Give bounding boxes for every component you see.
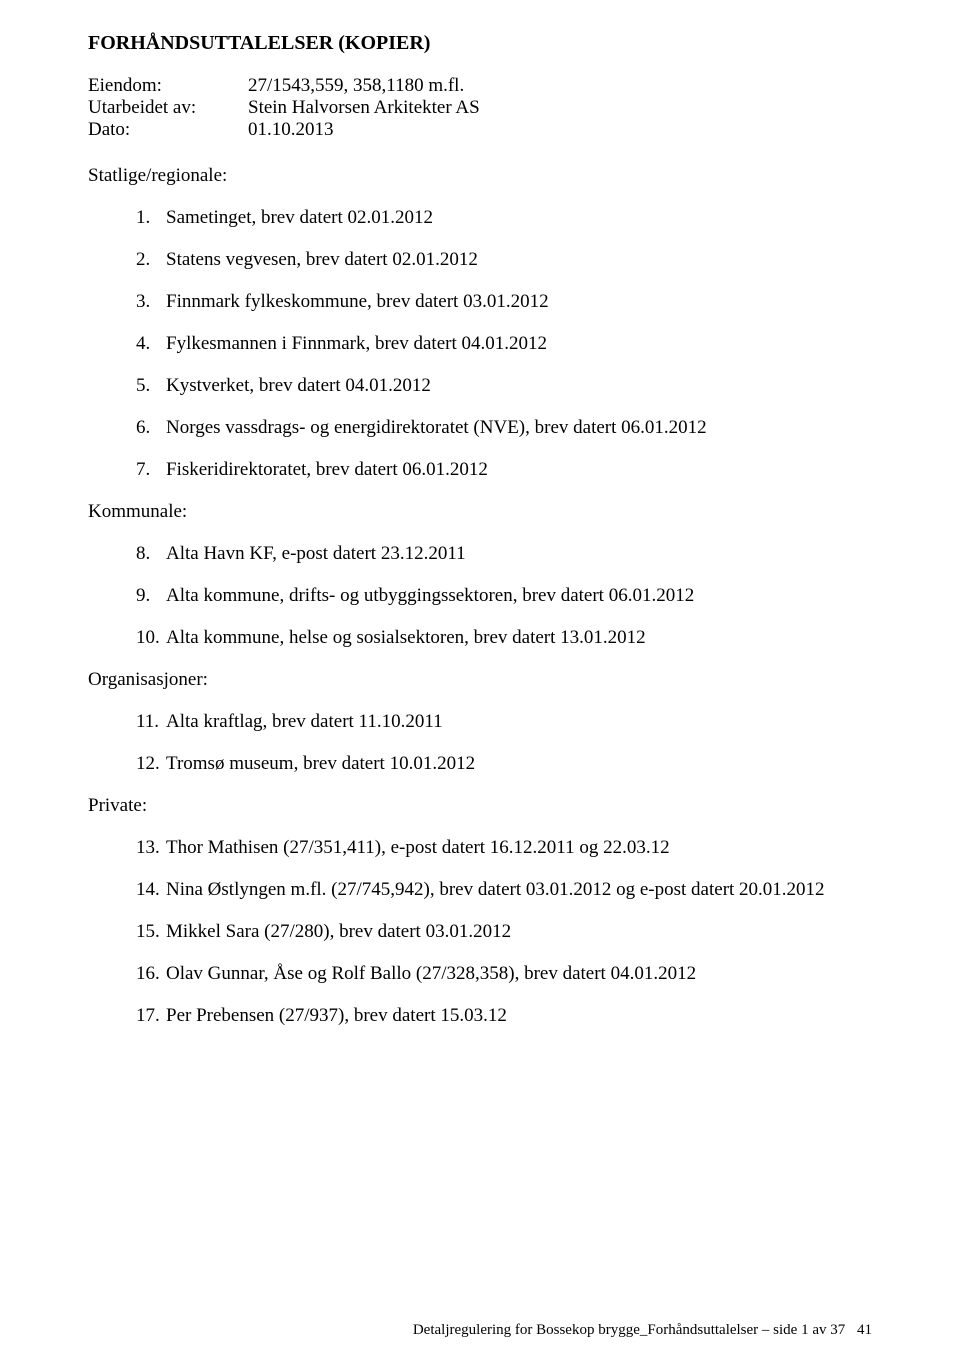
item-text: Mikkel Sara (27/280), brev datert 03.01.… xyxy=(166,921,872,943)
item-number: 16. xyxy=(136,963,166,985)
item-number: 14. xyxy=(136,879,166,901)
page-footer: Detaljregulering for Bossekop brygge_For… xyxy=(88,1322,872,1339)
meta-value: 01.10.2013 xyxy=(248,119,334,141)
section-heading-organisasjoner: Organisasjoner: xyxy=(88,669,872,691)
list-private: 13.Thor Mathisen (27/351,411), e-post da… xyxy=(88,837,872,1027)
item-number: 8. xyxy=(136,543,166,565)
item-text: Norges vassdrags- og energidirektoratet … xyxy=(166,417,872,439)
list-item: 16.Olav Gunnar, Åse og Rolf Ballo (27/32… xyxy=(136,963,872,985)
list-item: 13.Thor Mathisen (27/351,411), e-post da… xyxy=(136,837,872,859)
item-number: 11. xyxy=(136,711,166,733)
item-text: Per Prebensen (27/937), brev datert 15.0… xyxy=(166,1005,872,1027)
item-text: Nina Østlyngen m.fl. (27/745,942), brev … xyxy=(166,879,872,901)
list-item: 9.Alta kommune, drifts- og utbyggingssek… xyxy=(136,585,872,607)
list-item: 5.Kystverket, brev datert 04.01.2012 xyxy=(136,375,872,397)
item-text: Sametinget, brev datert 02.01.2012 xyxy=(166,207,872,229)
meta-label: Utarbeidet av: xyxy=(88,97,248,119)
item-text: Alta kommune, drifts- og utbyggingssekto… xyxy=(166,585,872,607)
meta-row-dato: Dato: 01.10.2013 xyxy=(88,119,872,141)
item-text: Alta Havn KF, e-post datert 23.12.2011 xyxy=(166,543,872,565)
item-number: 17. xyxy=(136,1005,166,1027)
list-kommunale: 8.Alta Havn KF, e-post datert 23.12.2011… xyxy=(88,543,872,649)
item-text: Alta kommune, helse og sosialsektoren, b… xyxy=(166,627,872,649)
list-item: 4.Fylkesmannen i Finnmark, brev datert 0… xyxy=(136,333,872,355)
item-text: Finnmark fylkeskommune, brev datert 03.0… xyxy=(166,291,872,313)
item-text: Tromsø museum, brev datert 10.01.2012 xyxy=(166,753,872,775)
item-text: Statens vegvesen, brev datert 02.01.2012 xyxy=(166,249,872,271)
meta-value: Stein Halvorsen Arkitekter AS xyxy=(248,97,480,119)
item-number: 13. xyxy=(136,837,166,859)
item-text: Kystverket, brev datert 04.01.2012 xyxy=(166,375,872,397)
list-item: 8.Alta Havn KF, e-post datert 23.12.2011 xyxy=(136,543,872,565)
footer-text: Detaljregulering for Bossekop brygge_For… xyxy=(413,1322,845,1338)
list-item: 2.Statens vegvesen, brev datert 02.01.20… xyxy=(136,249,872,271)
list-item: 1.Sametinget, brev datert 02.01.2012 xyxy=(136,207,872,229)
meta-row-utarbeidet: Utarbeidet av: Stein Halvorsen Arkitekte… xyxy=(88,97,872,119)
list-item: 3.Finnmark fylkeskommune, brev datert 03… xyxy=(136,291,872,313)
item-text: Fiskeridirektoratet, brev datert 06.01.2… xyxy=(166,459,872,481)
item-number: 10. xyxy=(136,627,166,649)
meta-label: Eiendom: xyxy=(88,75,248,97)
item-number: 12. xyxy=(136,753,166,775)
list-item: 17.Per Prebensen (27/937), brev datert 1… xyxy=(136,1005,872,1027)
meta-value: 27/1543,559, 358,1180 m.fl. xyxy=(248,75,464,97)
list-item: 10.Alta kommune, helse og sosialsektoren… xyxy=(136,627,872,649)
item-number: 7. xyxy=(136,459,166,481)
list-item: 12.Tromsø museum, brev datert 10.01.2012 xyxy=(136,753,872,775)
footer-page-number: 41 xyxy=(857,1322,872,1339)
item-number: 6. xyxy=(136,417,166,439)
list-item: 7.Fiskeridirektoratet, brev datert 06.01… xyxy=(136,459,872,481)
section-heading-kommunale: Kommunale: xyxy=(88,501,872,523)
item-number: 5. xyxy=(136,375,166,397)
document-page: FORHÅNDSUTTALELSER (KOPIER) Eiendom: 27/… xyxy=(0,0,960,1357)
list-item: 14.Nina Østlyngen m.fl. (27/745,942), br… xyxy=(136,879,872,901)
section-heading-statlige: Statlige/regionale: xyxy=(88,165,872,187)
list-item: 11.Alta kraftlag, brev datert 11.10.2011 xyxy=(136,711,872,733)
item-number: 4. xyxy=(136,333,166,355)
item-number: 2. xyxy=(136,249,166,271)
list-item: 15.Mikkel Sara (27/280), brev datert 03.… xyxy=(136,921,872,943)
item-text: Thor Mathisen (27/351,411), e-post dater… xyxy=(166,837,872,859)
list-statlige: 1.Sametinget, brev datert 02.01.2012 2.S… xyxy=(88,207,872,481)
meta-block: Eiendom: 27/1543,559, 358,1180 m.fl. Uta… xyxy=(88,75,872,141)
item-text: Olav Gunnar, Åse og Rolf Ballo (27/328,3… xyxy=(166,963,872,985)
item-number: 9. xyxy=(136,585,166,607)
item-text: Alta kraftlag, brev datert 11.10.2011 xyxy=(166,711,872,733)
page-title: FORHÅNDSUTTALELSER (KOPIER) xyxy=(88,32,872,55)
meta-label: Dato: xyxy=(88,119,248,141)
list-item: 6.Norges vassdrags- og energidirektorate… xyxy=(136,417,872,439)
item-number: 3. xyxy=(136,291,166,313)
item-number: 15. xyxy=(136,921,166,943)
item-text: Fylkesmannen i Finnmark, brev datert 04.… xyxy=(166,333,872,355)
section-heading-private: Private: xyxy=(88,795,872,817)
item-number: 1. xyxy=(136,207,166,229)
meta-row-eiendom: Eiendom: 27/1543,559, 358,1180 m.fl. xyxy=(88,75,872,97)
list-organisasjoner: 11.Alta kraftlag, brev datert 11.10.2011… xyxy=(88,711,872,775)
